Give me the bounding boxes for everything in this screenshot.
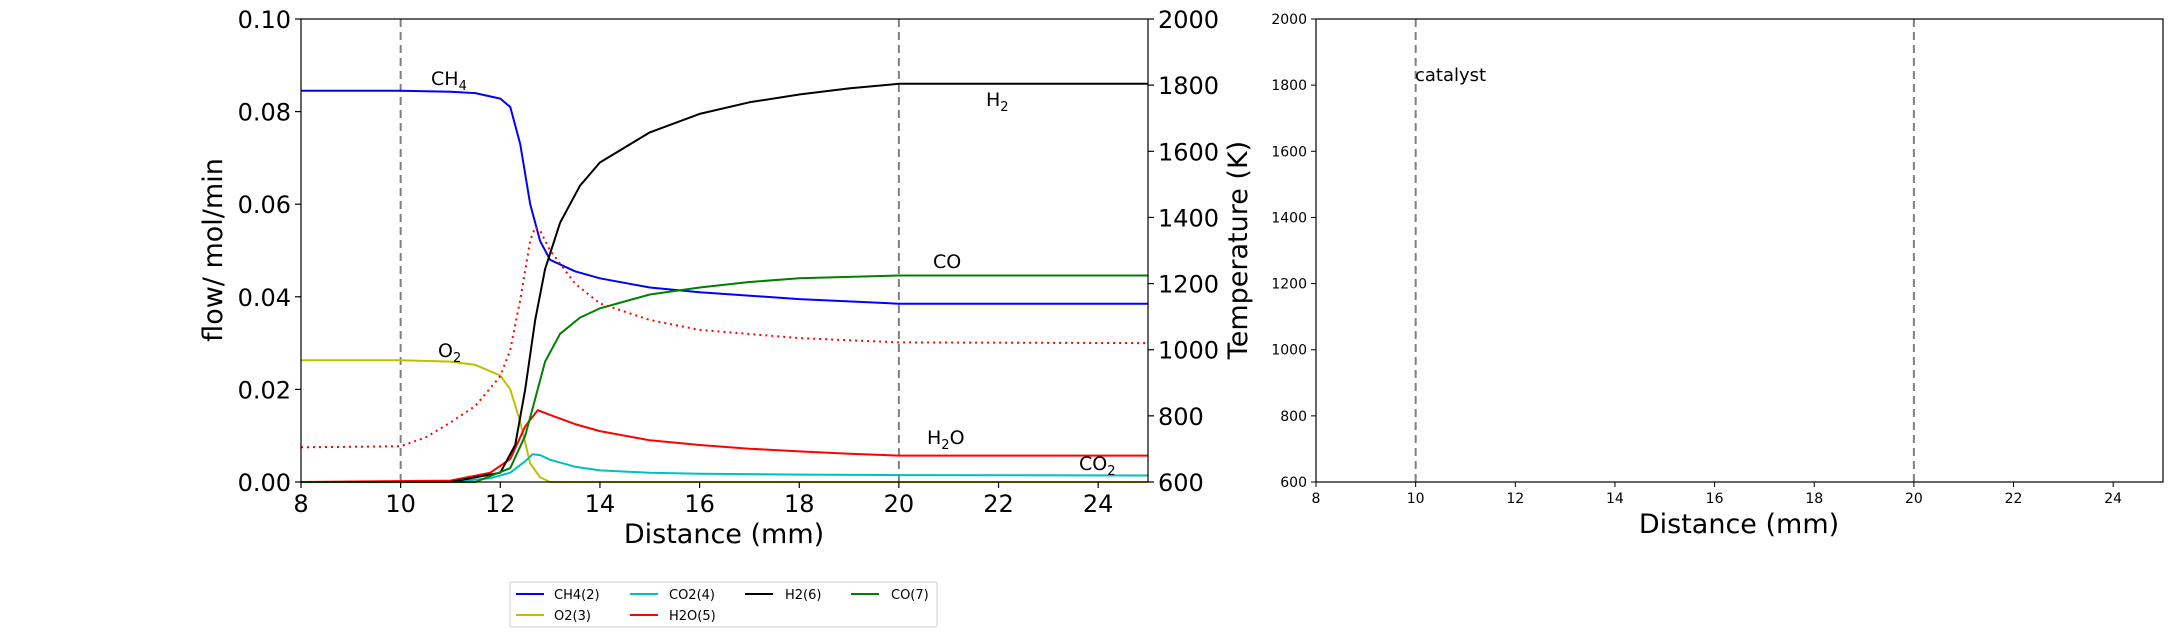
x-axis-label: Distance (mm)	[624, 519, 824, 550]
annotation-co: CO	[933, 251, 961, 273]
y-tick-label: 0.04	[238, 284, 291, 312]
chart-left: 8 10 12 14 16 18 20 22 24 0.000.020.040.060.080.…	[198, 6, 1254, 628]
legend: CH4(2) O2(3) CO2(4) H2O(5) H2(6) CO(7)	[509, 581, 938, 628]
annotation-h2o: H2O	[927, 427, 965, 453]
legend-entry: CO2(4)	[630, 588, 715, 603]
annotation-co2: CO2	[1079, 453, 1116, 479]
legend-label: CO2(4)	[669, 588, 715, 603]
chart-right: 8 10 12 14 16 18 20 22 24 600 800 1000 1200 1400 1600…	[1271, 12, 2164, 540]
legend-label: CH4(2)	[554, 588, 600, 603]
legend-label: H2(6)	[785, 588, 821, 603]
legend-entry: CH4(2)	[516, 588, 600, 603]
annotation-o2: O2	[438, 340, 461, 366]
series-line-ch4-2	[301, 89, 1148, 305]
catalyst-boundary-lines	[399, 19, 900, 482]
y2-tick-label: 1600	[1158, 138, 1219, 166]
x-tick-label: 18	[1805, 491, 1823, 507]
plot-area-left	[300, 18, 1149, 483]
x-axis-ticks: 8 10 12 14 16 18 20 22 24	[1312, 482, 2122, 507]
y-axis-label: flow/ mol/min	[198, 158, 229, 342]
y2-tick-label: 1200	[1158, 271, 1219, 299]
legend-entry: O2(3)	[516, 609, 591, 624]
x-tick-label: 16	[1706, 491, 1724, 507]
x-tick-label: 8	[1312, 491, 1321, 507]
y2-axis-ticks: 600 800 1000 1200 1400 1600 1800 2000	[1148, 6, 1219, 497]
series-lines	[300, 82, 1149, 483]
legend-entry: CO(7)	[851, 588, 929, 603]
x-tick-label: 14	[585, 490, 616, 518]
y2-tick-label: 1000	[1158, 337, 1219, 365]
x-tick-label: 22	[2005, 491, 2023, 507]
catalyst-boundary-lines	[1414, 19, 1915, 482]
y-tick-label: 600	[1280, 475, 1307, 491]
series-line-o2-3	[301, 359, 1148, 483]
catalyst-annotation: catalyst	[1415, 65, 1486, 86]
series-line-co-7	[301, 274, 1148, 483]
y2-tick-label: 600	[1158, 469, 1204, 497]
x-tick-label: 20	[1905, 491, 1923, 507]
legend-label: CO(7)	[891, 588, 929, 603]
y2-tick-label: 2000	[1158, 6, 1219, 34]
annotation-ch4: CH4	[431, 68, 467, 94]
x-tick-label: 24	[2104, 491, 2122, 507]
y-axis-ticks: 600 800 1000 1200 1400 1600 1800 2000	[1271, 12, 1316, 491]
x-tick-label: 8	[293, 490, 308, 518]
y-tick-label: 1800	[1271, 78, 1307, 94]
series-annotations: CH4 O2 H2 CO H2O CO2	[431, 68, 1116, 479]
x-tick-label: 16	[684, 490, 715, 518]
legend-frame	[509, 581, 938, 628]
series-line-temperature	[300, 226, 1149, 449]
legend-label: O2(3)	[554, 609, 591, 624]
x-axis-ticks: 8 10 12 14 16 18 20 22 24	[293, 482, 1113, 518]
y-tick-label: 0.06	[238, 191, 291, 219]
x-axis-label: Distance (mm)	[1639, 509, 1839, 540]
x-tick-label: 12	[485, 490, 516, 518]
legend-entry: H2(6)	[745, 588, 821, 603]
annotation-h2: H2	[986, 89, 1009, 115]
series-line-co2-4	[301, 453, 1149, 483]
plot-area-right	[1315, 18, 2164, 483]
y2-tick-label: 800	[1158, 403, 1204, 431]
y-tick-label: 0.08	[238, 99, 291, 127]
y-tick-label: 800	[1280, 409, 1307, 425]
x-tick-label: 10	[1407, 491, 1425, 507]
x-tick-label: 10	[385, 490, 416, 518]
y2-tick-label: 1400	[1158, 204, 1219, 232]
y-tick-label: 1600	[1271, 144, 1307, 160]
x-tick-label: 18	[784, 490, 815, 518]
series-line-h2o-5	[300, 409, 1148, 483]
y-tick-label: 0.10	[238, 6, 291, 34]
series-line-h2-6	[301, 82, 1148, 483]
y-tick-label: 1400	[1271, 210, 1307, 226]
y-tick-label: 1200	[1271, 277, 1307, 293]
x-tick-label: 12	[1506, 491, 1524, 507]
y-tick-label: 1000	[1271, 343, 1307, 359]
x-tick-label: 24	[1083, 490, 1114, 518]
y-tick-label: 0.00	[238, 469, 291, 497]
y-tick-label: 2000	[1271, 12, 1307, 28]
y-tick-label: 0.02	[238, 376, 291, 404]
x-tick-label: 20	[884, 490, 915, 518]
x-tick-label: 22	[983, 490, 1014, 518]
y2-axis-label: Temperature (K)	[1223, 141, 1254, 360]
legend-label: H2O(5)	[669, 609, 716, 624]
legend-entry: H2O(5)	[630, 609, 716, 624]
y2-tick-label: 1800	[1158, 72, 1219, 100]
y-axis-ticks: 0.00 0.02 0.04 0.06 0.08 0.10	[238, 6, 301, 497]
x-tick-label: 14	[1606, 491, 1624, 507]
